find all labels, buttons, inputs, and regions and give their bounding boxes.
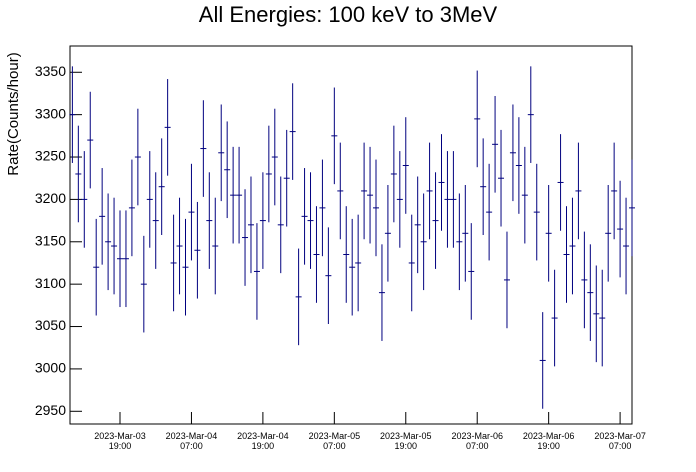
x-tick-label: 2023-Mar-03 19:00 xyxy=(94,431,146,451)
x-tick-label: 2023-Mar-05 07:00 xyxy=(308,431,361,451)
y-tick-label: 3150 xyxy=(35,232,66,248)
x-tick-label: 2023-Mar-04 19:00 xyxy=(237,431,289,451)
y-tick-label: 3300 xyxy=(35,105,66,121)
y-tick-label: 3050 xyxy=(35,317,66,333)
y-axis-label: Rate(Counts/hour) xyxy=(5,52,22,175)
x-tick-label: 2023-Mar-06 07:00 xyxy=(451,431,503,451)
y-tick-label: 3350 xyxy=(35,63,66,79)
chart-title: All Energies: 100 keV to 3MeV xyxy=(199,2,498,27)
plot-frame xyxy=(69,45,633,425)
y-tick-label: 2950 xyxy=(35,402,66,418)
y-tick-label: 3250 xyxy=(35,148,66,164)
y-tick-label: 3200 xyxy=(35,190,66,206)
x-tick-label: 2023-Mar-04 07:00 xyxy=(165,431,218,451)
x-tick-label: 2023-Mar-05 19:00 xyxy=(380,431,432,451)
y-tick-label: 3000 xyxy=(35,360,66,376)
y-tick-label: 3100 xyxy=(35,275,66,291)
x-tick-label: 2023-Mar-07 07:00 xyxy=(594,431,646,451)
x-tick-label: 2023-Mar-06 19:00 xyxy=(522,431,575,451)
